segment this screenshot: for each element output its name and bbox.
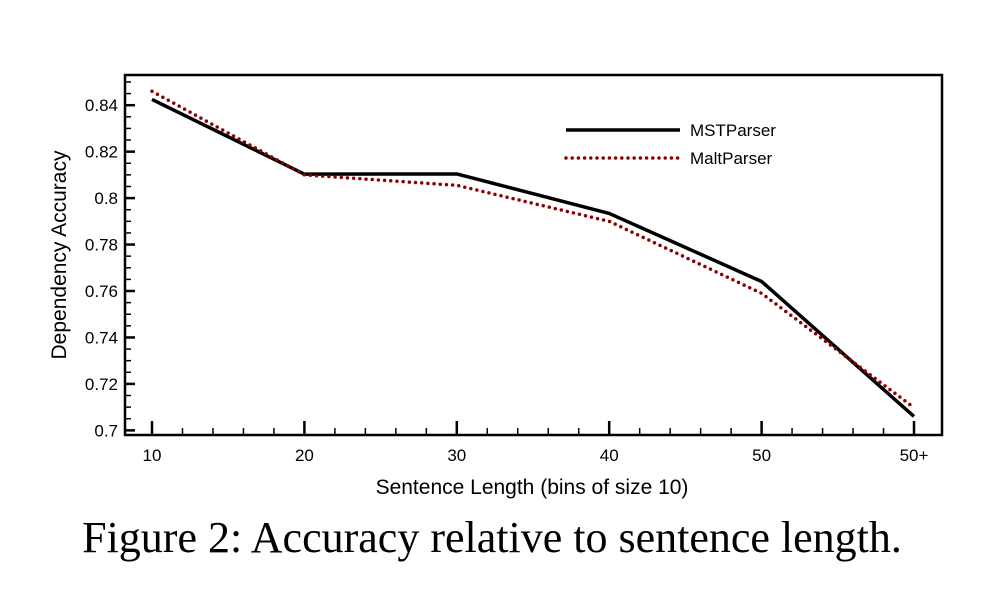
x-tick-label: 50: [752, 446, 771, 465]
legend-label: MaltParser: [690, 149, 773, 168]
y-tick-label: 0.78: [85, 236, 118, 255]
legend-label: MSTParser: [690, 121, 776, 140]
plot-frame: [123, 73, 944, 437]
series-line-maltparser: [150, 89, 916, 410]
x-tick-label: 10: [143, 446, 162, 465]
y-tick-label: 0.84: [85, 96, 118, 115]
y-tick-label: 0.82: [85, 143, 118, 162]
y-tick-label: 0.7: [94, 421, 118, 440]
line-chart: 0.7 0.72 0.74 0.76 0.78 0.8 0.82 0.84 10 20 30 40 50…: [48, 73, 944, 499]
y-tick-label: 0.72: [85, 375, 118, 394]
series-line-mstparser: [151, 97, 916, 418]
figure-caption: Figure 2: Accuracy relative to sentence …: [82, 513, 902, 562]
x-tick-label: 40: [600, 446, 619, 465]
x-tick-label: 30: [447, 446, 466, 465]
x-tick-label: 50+: [900, 446, 929, 465]
y-axis-label: Dependency Accuracy: [48, 150, 71, 359]
y-tick-label: 0.76: [85, 282, 118, 301]
y-tick-label: 0.8: [94, 189, 118, 208]
x-tick-label: 20: [295, 446, 314, 465]
y-tick-label: 0.74: [85, 328, 118, 347]
x-axis-label: Sentence Length (bins of size 10): [376, 476, 689, 499]
